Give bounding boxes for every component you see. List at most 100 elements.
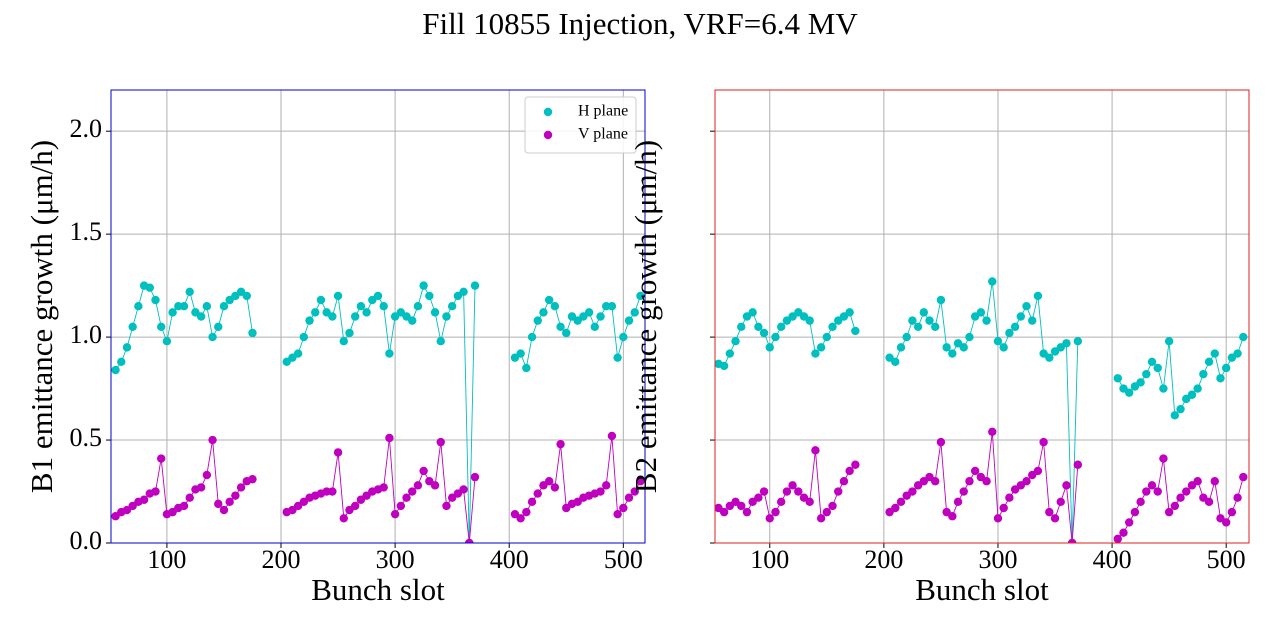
data-point [596, 487, 605, 496]
data-point [759, 487, 769, 496]
data-point [908, 316, 917, 325]
data-point [851, 460, 860, 469]
data-point [1005, 493, 1014, 502]
data-point [219, 302, 229, 311]
data-point [470, 281, 480, 290]
data-point [162, 337, 172, 346]
data-point [776, 322, 786, 331]
data-point [607, 302, 617, 311]
data-point [419, 466, 428, 476]
data-point [1147, 481, 1157, 490]
legend-label: H plane [578, 103, 628, 120]
data-point [333, 291, 343, 301]
x-tick-label: 200 [864, 545, 903, 574]
data-point [1187, 390, 1197, 399]
x-axis-label: Bunch slot [311, 572, 445, 607]
data-point [1159, 454, 1168, 463]
data-point [339, 514, 348, 523]
data-point [311, 308, 320, 317]
data-point [214, 322, 223, 331]
data-point [219, 505, 229, 515]
data-point [742, 507, 752, 517]
data-point [1193, 384, 1202, 393]
data-point [1113, 374, 1122, 383]
data-point [754, 493, 763, 502]
data-point [993, 514, 1003, 523]
data-point [117, 357, 126, 366]
data-point [436, 337, 445, 346]
data-point [385, 349, 394, 358]
data-point [350, 501, 360, 511]
data-point [293, 349, 303, 358]
data-point [725, 349, 735, 358]
data-point [999, 343, 1008, 352]
data-point [362, 308, 371, 317]
data-point [208, 435, 217, 445]
data-point [442, 501, 451, 511]
data-point [805, 497, 814, 507]
data-point [1210, 349, 1219, 358]
data-point [1056, 497, 1065, 507]
data-point [1136, 497, 1145, 507]
data-point [948, 512, 957, 521]
data-point [959, 487, 968, 496]
data-point [1227, 507, 1237, 517]
data-point [908, 487, 917, 496]
data-point [925, 316, 934, 325]
y-tick-label: 0.5 [70, 423, 103, 452]
y-tick-label: 1.5 [70, 217, 103, 246]
data-point [936, 437, 946, 447]
data-point [1153, 487, 1162, 496]
data-point [385, 433, 394, 443]
data-point [959, 343, 968, 352]
data-point [891, 357, 900, 366]
series-line [718, 281, 1244, 543]
data-point [1204, 497, 1214, 507]
data-point [976, 308, 986, 317]
data-point [636, 477, 645, 486]
x-tick-label: 300 [376, 545, 415, 574]
plot-frame [714, 89, 1250, 544]
data-point [805, 316, 814, 325]
data-point [748, 308, 757, 317]
data-point [419, 281, 428, 290]
data-point [1022, 302, 1031, 311]
data-point [754, 322, 763, 331]
data-point [619, 332, 628, 342]
y-tick-label: 0.0 [70, 526, 103, 555]
data-point [442, 312, 451, 321]
data-point [896, 343, 906, 352]
data-point [1210, 477, 1219, 486]
data-point [719, 361, 729, 371]
data-point [1159, 384, 1168, 393]
data-point [430, 308, 440, 317]
data-point [613, 509, 622, 519]
data-point [936, 295, 946, 305]
data-point [522, 363, 531, 373]
data-point [408, 316, 417, 325]
data-point [345, 328, 354, 338]
data-point [1233, 349, 1242, 358]
data-point [931, 322, 940, 331]
data-point [816, 343, 826, 352]
data-point [851, 326, 860, 336]
data-point [339, 337, 348, 346]
data-point [1067, 538, 1077, 543]
data-point [533, 489, 542, 498]
data-point [1028, 316, 1037, 325]
data-point [613, 353, 622, 362]
data-point [782, 487, 792, 496]
data-point [196, 312, 206, 321]
data-point [562, 328, 571, 338]
data-point [544, 477, 554, 486]
data-point [953, 497, 963, 507]
data-point [1233, 493, 1242, 502]
data-point [993, 337, 1003, 346]
data-point [390, 509, 400, 519]
data-point [965, 332, 974, 342]
data-point [1153, 363, 1162, 373]
data-point [179, 302, 189, 311]
data-point [1016, 312, 1025, 321]
data-point [771, 507, 780, 517]
data-point [1033, 291, 1043, 301]
